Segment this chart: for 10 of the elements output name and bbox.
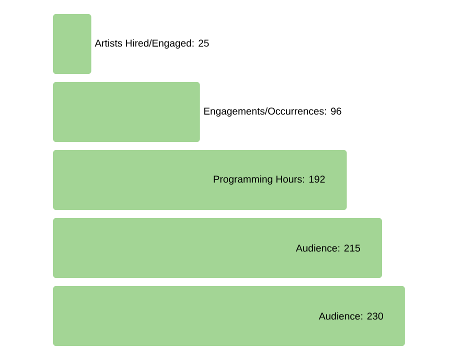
data-label: Audience: 230 [318, 312, 384, 320]
bar [53, 150, 347, 210]
data-label: Programming Hours: 192 [214, 175, 325, 185]
data-label: Engagements/Occurrences: 96 [204, 107, 342, 117]
data-label: Artists Hired/Engaged: 25 [94, 39, 209, 49]
bar [53, 218, 382, 278]
data-label: Audience: 215 [296, 244, 360, 252]
bar [53, 82, 200, 142]
bar [53, 14, 92, 74]
bar [53, 286, 405, 346]
